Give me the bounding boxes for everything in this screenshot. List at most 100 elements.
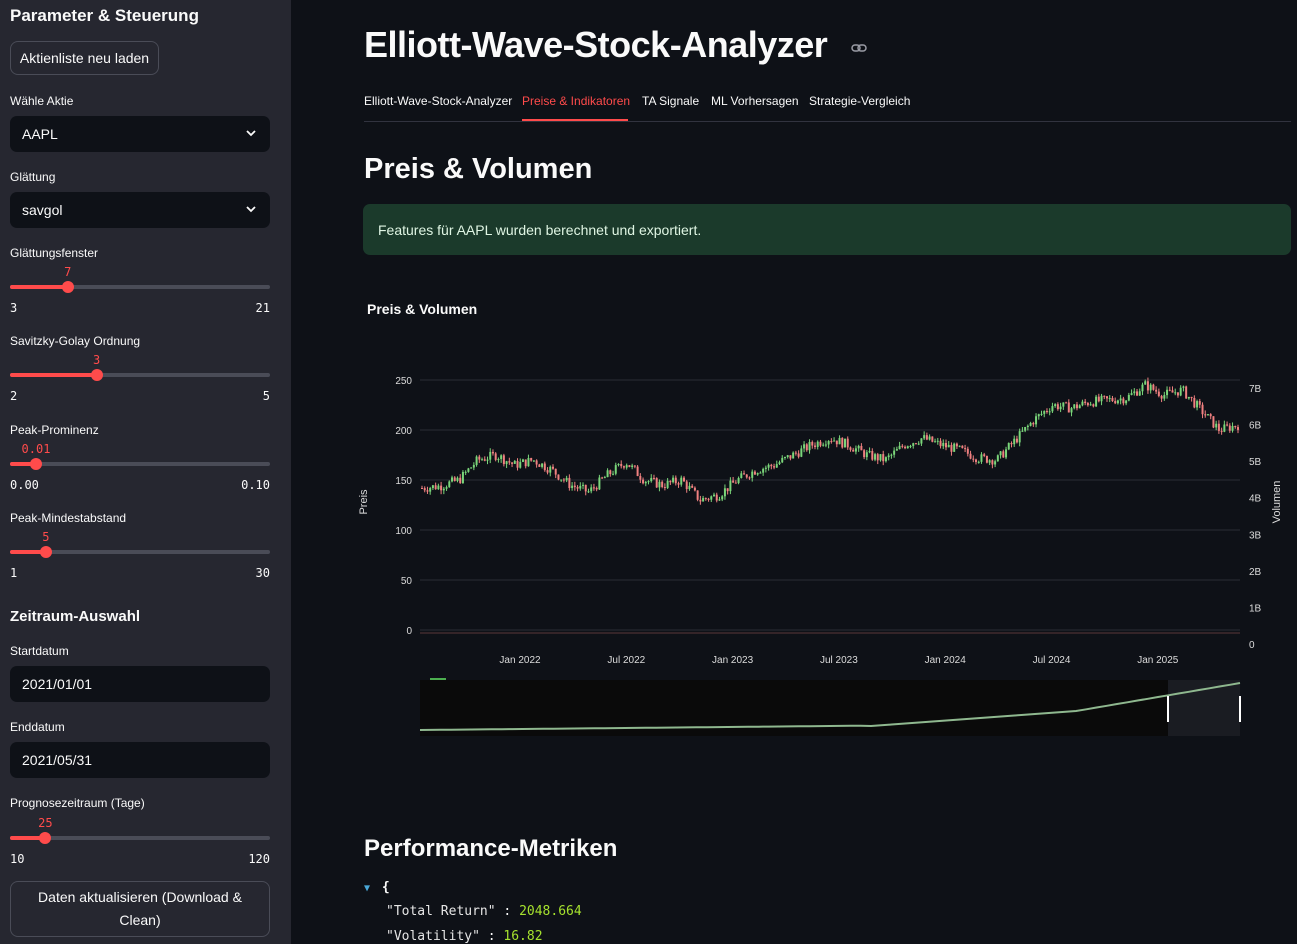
y-tick-label: 100 (395, 526, 412, 537)
candle (421, 488, 423, 489)
candle (527, 457, 530, 467)
slider-thumb[interactable] (39, 832, 52, 844)
candle (1045, 411, 1048, 413)
candle (773, 466, 776, 468)
candle (1084, 401, 1087, 404)
candle (677, 483, 680, 485)
candle (571, 485, 574, 488)
tab-elliott-wave[interactable]: Elliott-Wave-Stock-Analyzer (364, 94, 513, 108)
candle (988, 460, 991, 463)
slider-min: 0.00 (10, 478, 39, 492)
stock-select[interactable]: AAPL (10, 116, 270, 152)
candle (953, 443, 956, 452)
candle (748, 477, 751, 479)
json-key: "Total Return" (386, 904, 496, 919)
candle (461, 472, 464, 483)
candle (532, 460, 535, 462)
candle (1136, 391, 1139, 396)
candle (1217, 423, 1220, 431)
json-value: 16.82 (503, 929, 543, 944)
candle (925, 435, 928, 440)
tab-ml-predictions[interactable]: ML Vorhersagen (711, 94, 799, 108)
reload-stocks-button[interactable]: Aktienliste neu laden (10, 41, 159, 75)
candle (920, 438, 923, 444)
update-data-button[interactable]: Daten aktualisieren (Download & Clean) (10, 881, 270, 937)
candle (1043, 411, 1046, 414)
candle (909, 445, 912, 447)
candle (530, 457, 533, 461)
caret-down-icon: ▼ (364, 883, 371, 894)
candle (549, 466, 552, 473)
candle (756, 473, 759, 475)
candle (884, 457, 887, 462)
candle (546, 470, 549, 473)
candle (448, 481, 451, 488)
candle (609, 470, 612, 475)
x-tick-label: Jan 2024 (925, 655, 967, 666)
candle (685, 481, 688, 490)
candle (781, 457, 784, 463)
candle (431, 485, 434, 489)
prominence-slider[interactable]: 0.01 0.00 0.10 (10, 442, 270, 492)
candle (726, 488, 729, 492)
candle (1160, 395, 1163, 399)
candle (1196, 401, 1199, 408)
smoothing-select[interactable]: savgol (10, 192, 270, 228)
json-value: 2048.664 (519, 904, 582, 919)
slider-value: 25 (38, 816, 53, 830)
y2-tick-label: 6B (1249, 421, 1262, 432)
candle (1040, 413, 1043, 415)
candle (560, 479, 563, 481)
candle (770, 464, 773, 467)
order-slider[interactable]: 3 2 5 (10, 353, 270, 403)
slider-track (10, 836, 270, 840)
candle (759, 472, 762, 474)
slider-thumb[interactable] (30, 458, 42, 470)
candle (849, 447, 852, 450)
candle (1187, 396, 1190, 399)
range-slider-line (419, 682, 1241, 731)
slider-thumb[interactable] (61, 281, 74, 293)
json-expand-toggle[interactable]: ▼ { (364, 880, 390, 895)
window-slider[interactable]: 7 3 21 (10, 265, 270, 315)
tab-ta-signals[interactable]: TA Signale (642, 94, 700, 108)
order-slider-label: Savitzky-Golay Ordnung (10, 334, 141, 348)
candle (718, 499, 721, 501)
candle (451, 477, 454, 482)
candle (868, 450, 871, 453)
tab-strategy-comparison[interactable]: Strategie-Vergleich (809, 94, 911, 108)
end-date-input[interactable]: 2021/05/31 (10, 742, 270, 778)
candle (797, 453, 800, 457)
x-tick-label: Jul 2023 (820, 655, 858, 666)
metrics-heading: Performance-Metriken (364, 835, 618, 862)
candle (1231, 425, 1234, 431)
candle (440, 485, 443, 491)
start-date-input[interactable]: 2021/01/01 (10, 666, 270, 702)
slider-fill (10, 836, 46, 840)
candle (729, 480, 732, 492)
slider-max: 21 (255, 301, 270, 315)
distance-slider[interactable]: 5 1 30 (10, 530, 270, 580)
link-icon[interactable] (851, 42, 867, 54)
candle (519, 461, 522, 468)
price-volume-chart[interactable]: 0 50 100 150 200 250 0 1B 2B 3B 4B 5B 6B 7B Jan 2022 Ju… (351, 360, 1291, 750)
slider-thumb[interactable] (90, 369, 103, 381)
candle (928, 436, 931, 440)
slider-thumb[interactable] (39, 546, 52, 558)
candle (650, 477, 653, 482)
candle (598, 477, 601, 490)
candle (863, 450, 866, 458)
horizon-slider[interactable]: 25 10 120 (10, 816, 270, 866)
candle (494, 453, 497, 460)
candle (682, 477, 685, 482)
chevron-down-icon (246, 130, 256, 137)
candle (893, 450, 896, 455)
candle (502, 455, 505, 465)
candle (1095, 396, 1098, 407)
tab-prices-indicators[interactable]: Preise & Indikatoren (522, 94, 631, 108)
json-row-total-return: "Total Return" : 2048.664 (386, 904, 582, 919)
candle (816, 441, 819, 447)
candle (1228, 425, 1231, 431)
candle (1070, 408, 1073, 413)
candle (1024, 427, 1027, 431)
